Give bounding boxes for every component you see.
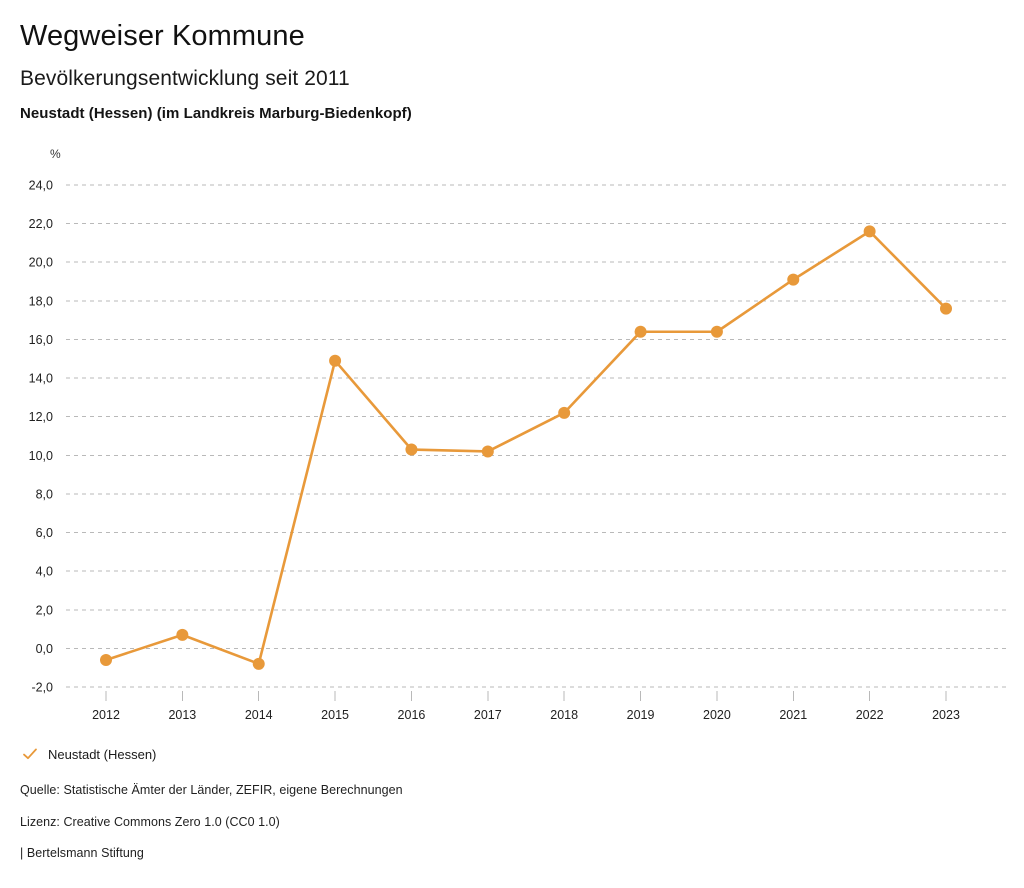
x-axis-tick-label: 2016 [398,708,426,722]
y-axis-tick-label: 24,0 [29,179,53,193]
y-axis-tick-label: 2,0 [36,603,53,617]
y-axis-unit-label: % [50,147,61,161]
chart-header: Wegweiser Kommune Bevölkerungsentwicklun… [20,0,1010,123]
data-point[interactable] [329,354,342,367]
chart-subtitle-region: Neustadt (Hessen) (im Landkreis Marburg-… [20,105,412,122]
gridlines [66,184,1010,688]
x-axis-tick-marks [105,691,947,701]
y-axis-ticks: 24,0 22,0 20,0 18,0 16,0 14,0 12,0 10,0 8,0 6,0 4,… [29,179,53,695]
check-icon[interactable] [22,746,38,762]
data-point[interactable] [405,443,418,456]
data-point[interactable] [940,302,952,315]
y-axis-tick-label: 4,0 [36,565,53,579]
x-axis-tick-label: 2023 [932,708,960,722]
x-axis-tick-label: 2021 [779,708,807,722]
y-axis-tick-label: 10,0 [29,449,53,463]
chart-title: Bevölkerungsentwicklung seit 2011 [20,67,350,90]
data-point[interactable] [176,628,189,641]
y-axis-tick-label: 16,0 [29,333,53,347]
data-series [100,225,952,670]
x-axis-tick-label: 2013 [168,708,196,722]
y-axis-tick-label: 0,0 [36,642,53,656]
y-axis-tick-label: 22,0 [29,217,53,231]
x-axis-tick-label: 2022 [856,708,884,722]
chart-area: % 24,0 22,0 20,0 18,0 16,0 14,0 12,0 10,0 8,0 6,0… [0,140,1024,740]
footer-license: Lizenz: Creative Commons Zero 1.0 (CC0 1… [20,814,280,829]
data-point[interactable] [787,273,800,286]
x-axis-tick-label: 2012 [92,708,120,722]
x-axis-tick-label: 2017 [474,708,502,722]
y-axis-tick-label: 20,0 [29,256,53,270]
y-axis-tick-label: 18,0 [29,294,53,308]
chart-footer: Quelle: Statistische Ämter der Länder, Z… [20,784,1000,879]
data-point[interactable] [481,445,494,458]
x-axis-tick-label: 2019 [627,708,655,722]
series-line [104,230,948,666]
data-point[interactable] [863,225,876,238]
data-point[interactable] [100,653,112,666]
data-point[interactable] [558,406,571,419]
y-axis-tick-label: 8,0 [36,487,53,501]
chart-legend: Neustadt (Hessen) [22,744,156,764]
y-axis-tick-label: 6,0 [36,526,53,540]
legend-item-label: Neustadt (Hessen) [48,746,157,762]
x-axis-tick-label: 2015 [321,708,349,722]
data-point[interactable] [252,657,265,670]
page-title: Wegweiser Kommune [20,20,305,52]
footer-publisher: | Bertelsmann Stiftung [20,846,144,860]
line-chart: % 24,0 22,0 20,0 18,0 16,0 14,0 12,0 10,0 8,0 6,0… [29,147,1010,722]
y-axis-tick-label: 14,0 [29,372,53,386]
x-axis-ticks: 2012 2013 2014 2015 2016 2017 2018 2019 2020 2021… [92,708,960,722]
x-axis-tick-label: 2018 [550,708,578,722]
footer-source: Quelle: Statistische Ämter der Länder, Z… [20,783,403,797]
y-axis-tick-label: 12,0 [29,410,53,424]
x-axis-tick-label: 2020 [703,708,731,722]
data-point[interactable] [634,325,647,338]
y-axis-tick-label: -2,0 [31,681,53,695]
data-point[interactable] [710,325,723,338]
x-axis-tick-label: 2014 [245,708,273,722]
